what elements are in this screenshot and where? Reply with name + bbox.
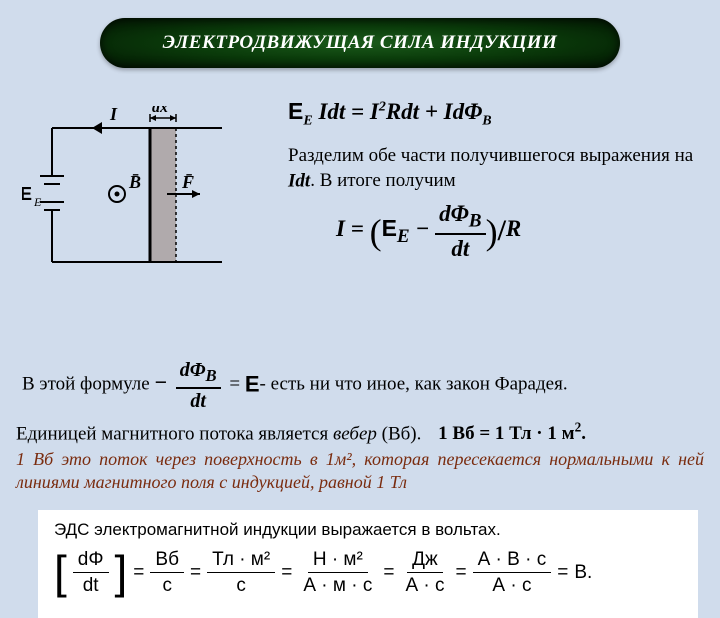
- svg-text:F̄: F̄: [181, 172, 194, 192]
- dimensional-box: ЭДС электромагнитной индукции выражается…: [38, 510, 698, 618]
- dimensional-chain: [ dΦdt ] = Вбс = Тл · м²с = Н · м²А · м …: [54, 550, 682, 595]
- paragraph-divide: Разделим обе части получившегося выражен…: [288, 144, 708, 194]
- title-pill: ЭЛЕКТРОДВИЖУЩАЯ СИЛА ИНДУКЦИИ: [100, 18, 620, 68]
- content: I dx B̄ F̄ Е E ЕE Idt = I2Rdt + IdΦB Раз…: [8, 98, 712, 283]
- equation-current: I = (ЕE − dΦB dt )/R: [336, 202, 521, 260]
- line-weber: Единицей магнитного потока является вебе…: [16, 420, 704, 445]
- circuit-diagram: I dx B̄ F̄ Е E: [22, 106, 252, 276]
- svg-text:E: E: [33, 195, 42, 209]
- dimbox-label: ЭДС электромагнитной индукции выражается…: [54, 520, 682, 540]
- title-text: ЭЛЕКТРОДВИЖУЩАЯ СИЛА ИНДУКЦИИ: [163, 32, 558, 54]
- svg-text:Е: Е: [22, 184, 32, 204]
- line-faraday: В этой формуле − dΦB dt = Е- есть ни что…: [22, 360, 698, 411]
- svg-text:I: I: [109, 106, 118, 124]
- row-diagram-eq: I dx B̄ F̄ Е E ЕE Idt = I2Rdt + IdΦB Раз…: [8, 98, 712, 283]
- line-definition: 1 Вб это поток через поверхность в 1м², …: [16, 448, 704, 493]
- svg-text:dx: dx: [152, 106, 168, 116]
- svg-text:B̄: B̄: [128, 172, 141, 192]
- equation-energy-balance: ЕE Idt = I2Rdt + IdΦB: [288, 98, 492, 130]
